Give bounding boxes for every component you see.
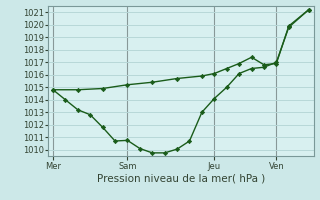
X-axis label: Pression niveau de la mer( hPa ): Pression niveau de la mer( hPa ) <box>97 173 265 183</box>
